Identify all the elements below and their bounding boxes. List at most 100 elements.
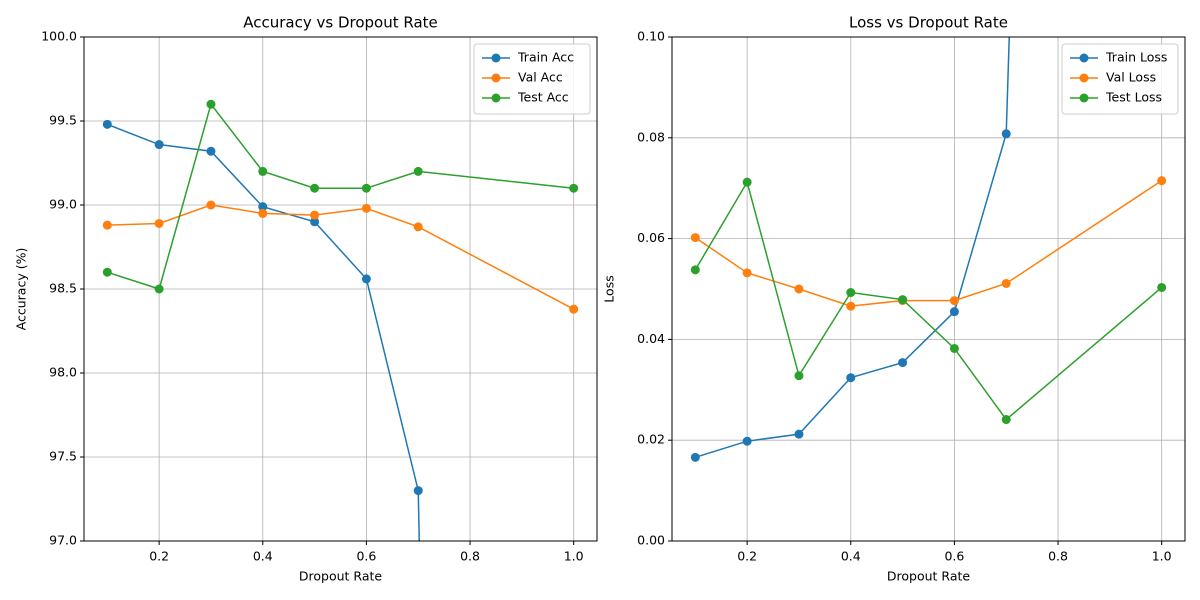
y-axis-label: Loss: [602, 275, 617, 302]
x-tick-label: 0.2: [737, 549, 757, 564]
data-point: [949, 307, 959, 317]
data-point: [949, 296, 959, 306]
legend-label: Test Acc: [517, 90, 569, 105]
data-point: [206, 99, 216, 109]
x-tick-label: 0.6: [356, 549, 376, 564]
x-tick-label: 0.4: [253, 549, 273, 564]
plot-area: [102, 99, 579, 541]
data-point: [742, 177, 752, 187]
data-point: [258, 166, 268, 176]
data-point: [794, 371, 804, 381]
data-point: [846, 373, 856, 383]
data-point: [310, 217, 320, 227]
x-tick-label: 0.6: [944, 549, 964, 564]
y-tick-label: 100.0: [41, 29, 77, 44]
legend-label: Val Loss: [1106, 70, 1156, 85]
legend-marker: [1079, 53, 1089, 63]
data-point: [361, 274, 371, 284]
series-line: [107, 204, 575, 310]
x-tick-label: 0.4: [841, 549, 861, 564]
x-tick-label: 1.0: [1152, 549, 1172, 564]
y-axis-label: Accuracy (%): [14, 248, 29, 331]
y-tick-label: 0.10: [637, 29, 665, 44]
data-point: [898, 295, 908, 305]
legend-marker: [1079, 73, 1089, 83]
data-point: [1001, 278, 1011, 288]
data-point: [413, 166, 423, 176]
legend-marker: [491, 93, 501, 103]
y-tick-label: 0.06: [637, 230, 665, 245]
data-point: [361, 203, 371, 213]
data-point: [154, 140, 164, 150]
data-point: [569, 183, 579, 193]
axes-frame: [83, 36, 598, 542]
data-point: [690, 452, 700, 462]
legend-marker: [491, 73, 501, 83]
data-point: [310, 210, 320, 220]
data-point: [258, 208, 268, 218]
legend-box: [473, 43, 591, 115]
y-tick-label: 97.5: [49, 449, 77, 464]
data-point: [413, 486, 423, 496]
data-point: [690, 233, 700, 243]
data-point: [102, 119, 112, 129]
legend-label: Train Loss: [1105, 50, 1167, 65]
x-axis-label: Dropout Rate: [299, 569, 382, 584]
y-tick-label: 0.04: [637, 331, 665, 346]
data-point: [742, 436, 752, 446]
y-tick-label: 97.0: [49, 533, 77, 548]
x-tick-label: 0.8: [1048, 549, 1068, 564]
data-point: [154, 218, 164, 228]
legend-label: Test Loss: [1105, 90, 1162, 105]
y-tick-label: 99.0: [49, 197, 77, 212]
data-point: [1157, 176, 1167, 186]
axes-frame: [671, 36, 1186, 542]
series-line: [694, 180, 1163, 307]
y-tick-label: 98.5: [49, 281, 77, 296]
series-line: [695, 37, 1010, 459]
data-point: [361, 183, 371, 193]
plot-area: [690, 37, 1167, 462]
series-line: [694, 180, 1163, 421]
legend: Train Loss Val Loss Test Loss: [1061, 43, 1179, 115]
data-point: [1001, 415, 1011, 425]
chart-title: Accuracy vs Dropout Rate: [243, 14, 438, 32]
x-axis-label: Dropout Rate: [887, 569, 970, 584]
data-point: [413, 222, 423, 232]
data-point: [690, 265, 700, 275]
data-point: [102, 267, 112, 277]
data-point: [794, 284, 804, 294]
data-point: [102, 220, 112, 230]
legend: Train Acc Val Acc Test Acc: [473, 43, 591, 115]
data-point: [794, 429, 804, 439]
data-point: [154, 284, 164, 294]
legend-label: Train Acc: [517, 50, 574, 65]
y-tick-label: 0.00: [637, 533, 665, 548]
data-point: [742, 268, 752, 278]
legend-marker: [491, 53, 501, 63]
data-point: [846, 301, 856, 311]
data-point: [1157, 282, 1167, 292]
y-tick-label: 0.02: [637, 432, 665, 447]
data-point: [569, 304, 579, 314]
x-tick-label: 0.2: [149, 549, 169, 564]
data-point: [310, 183, 320, 193]
chart: Loss vs Dropout Rate Dropout Rate Loss 0.2 0…: [602, 14, 1186, 584]
y-tick-label: 98.0: [49, 365, 77, 380]
chart-title: Loss vs Dropout Rate: [849, 14, 1008, 32]
data-point: [1001, 129, 1011, 139]
series-line: [107, 102, 574, 290]
data-point: [898, 358, 908, 368]
legend-marker: [1079, 93, 1089, 103]
data-point: [846, 288, 856, 298]
x-tick-label: 0.8: [460, 549, 480, 564]
data-point: [206, 146, 216, 156]
data-point: [949, 343, 959, 353]
legend-label: Val Acc: [518, 70, 563, 85]
series-line: [107, 123, 421, 541]
y-tick-label: 0.08: [637, 129, 665, 144]
x-tick-label: 1.0: [564, 549, 584, 564]
y-tick-label: 99.5: [49, 113, 77, 128]
data-point: [258, 202, 268, 212]
